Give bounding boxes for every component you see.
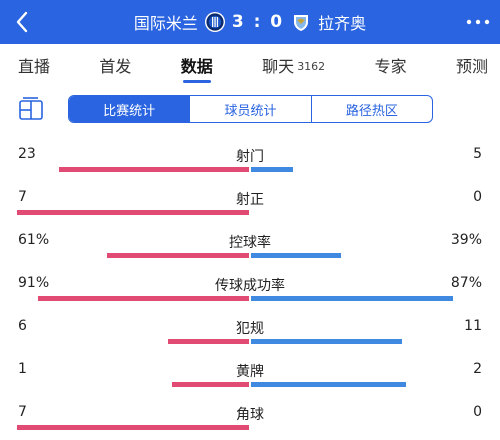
home-team-name: 国际米兰	[134, 10, 198, 34]
tab-label: 预测	[456, 53, 488, 77]
stat-row: 7 射正 0	[0, 181, 500, 224]
layout-switch-icon[interactable]	[18, 95, 46, 123]
stat-name: 射门	[150, 146, 350, 166]
away-stat-bar	[251, 382, 406, 387]
away-stat-bar	[251, 339, 402, 344]
tab-data[interactable]: 数据	[181, 44, 213, 86]
tab-live[interactable]: 直播	[18, 44, 50, 86]
stat-row: 91% 传球成功率 87%	[0, 267, 500, 310]
home-stat-bar	[17, 425, 249, 430]
home-stat-value: 7	[18, 189, 27, 205]
tab-prediction[interactable]: 预测	[456, 44, 488, 86]
more-dots-icon	[466, 19, 490, 25]
match-stats-list: 23 射门 5 7 射正 0 61% 控球率 39% 91% 传球成功率 87% 6 犯规 11 1 黄牌 2 7 角…	[0, 138, 500, 439]
tab-bar: 直播 首发 数据 聊天 3162 专家 预测	[0, 44, 500, 86]
tab-lineup[interactable]: 首发	[99, 44, 131, 86]
stat-name: 射正	[150, 189, 350, 209]
away-stat-bar	[251, 253, 341, 258]
stat-row: 23 射门 5	[0, 138, 500, 181]
stats-segmented-control: 比赛统计 球员统计 路径热区	[68, 95, 433, 123]
home-stat-value: 1	[18, 361, 27, 377]
away-stat-value: 0	[473, 189, 482, 205]
tab-label: 数据	[181, 53, 213, 77]
away-stat-value: 39%	[451, 232, 482, 248]
chevron-left-icon	[15, 11, 29, 33]
away-stat-value: 2	[473, 361, 482, 377]
stat-row: 7 角球 0	[0, 396, 500, 439]
match-info: 国际米兰 3 : 0 拉齐奥	[134, 10, 366, 34]
away-stat-value: 0	[473, 404, 482, 420]
away-stat-value: 5	[473, 146, 482, 162]
home-stat-bar	[172, 382, 249, 387]
home-stat-value: 61%	[18, 232, 49, 248]
home-stat-value: 91%	[18, 275, 49, 291]
match-header: 国际米兰 3 : 0 拉齐奥	[0, 0, 500, 44]
stats-segment-row: 比赛统计 球员统计 路径热区	[0, 94, 500, 124]
chat-count: 3162	[297, 60, 325, 73]
segment-player-stats[interactable]: 球员统计	[190, 96, 311, 122]
tab-label: 直播	[18, 53, 50, 77]
home-stat-bar	[17, 210, 249, 215]
home-stat-value: 6	[18, 318, 27, 334]
more-button[interactable]	[456, 0, 500, 44]
stat-name: 黄牌	[150, 361, 350, 381]
stat-row: 1 黄牌 2	[0, 353, 500, 396]
home-stat-value: 7	[18, 404, 27, 420]
tab-chat[interactable]: 聊天 3162	[262, 44, 325, 86]
segment-match-stats[interactable]: 比赛统计	[69, 96, 190, 122]
segment-heatmap[interactable]: 路径热区	[312, 96, 432, 122]
home-stat-bar	[59, 167, 249, 172]
home-stat-bar	[107, 253, 249, 258]
match-score: 3 : 0	[232, 12, 284, 32]
inter-logo-icon	[204, 11, 226, 33]
away-stat-value: 11	[464, 318, 482, 334]
away-team-name: 拉齐奥	[318, 10, 366, 34]
stat-name: 犯规	[150, 318, 350, 338]
tab-expert[interactable]: 专家	[375, 44, 407, 86]
tab-label: 聊天	[262, 53, 294, 77]
stat-name: 角球	[150, 404, 350, 424]
stat-name: 传球成功率	[150, 275, 350, 295]
stat-name: 控球率	[150, 232, 350, 252]
away-stat-value: 87%	[451, 275, 482, 291]
stat-row: 61% 控球率 39%	[0, 224, 500, 267]
home-stat-value: 23	[18, 146, 36, 162]
away-stat-bar	[251, 167, 293, 172]
lazio-logo-icon	[290, 11, 312, 33]
away-stat-bar	[251, 296, 453, 301]
tab-label: 专家	[375, 53, 407, 77]
tab-label: 首发	[99, 53, 131, 77]
home-stat-bar	[38, 296, 249, 301]
stat-row: 6 犯规 11	[0, 310, 500, 353]
back-button[interactable]	[0, 0, 44, 44]
home-stat-bar	[168, 339, 249, 344]
